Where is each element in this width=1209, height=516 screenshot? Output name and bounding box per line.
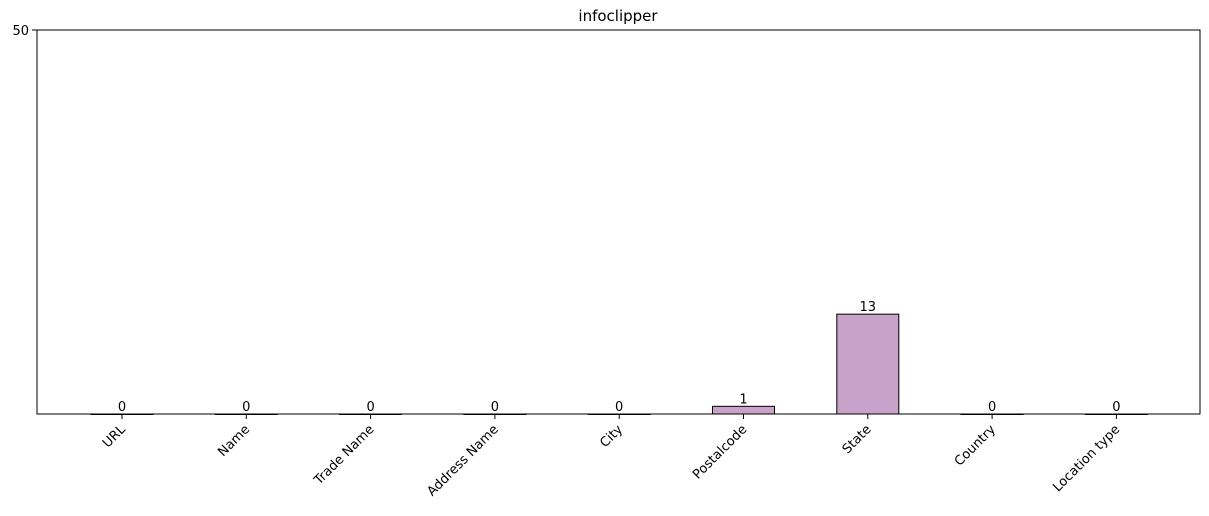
- x-tick-label: City: [597, 422, 626, 451]
- bar: [836, 313, 900, 415]
- y-tick-label: 50: [12, 24, 29, 39]
- data-label: 1: [739, 392, 747, 407]
- x-tick-label: Postalcode: [690, 422, 750, 482]
- y-axis: 50: [12, 24, 37, 39]
- data-label: 0: [366, 400, 374, 415]
- data-label: 0: [615, 400, 623, 415]
- x-tick-label: URL: [100, 422, 129, 451]
- bar: [712, 405, 775, 415]
- data-label: 13: [860, 300, 877, 315]
- x-tick-label: State: [840, 422, 875, 457]
- plot-frame: [36, 29, 1201, 415]
- x-tick-label: Trade Name: [311, 422, 378, 489]
- data-label: 0: [1112, 400, 1120, 415]
- data-label: 0: [491, 400, 499, 415]
- x-tick-label: Address Name: [424, 422, 501, 499]
- x-tick-label: Location type: [1050, 422, 1123, 495]
- data-label: 0: [242, 400, 250, 415]
- data-label: 0: [988, 400, 996, 415]
- data-label: 0: [118, 400, 126, 415]
- x-tick-label: Country: [952, 422, 999, 469]
- x-tick-label: Name: [215, 422, 253, 460]
- x-axis: URL Name Trade Name Address Name City Postalc…: [100, 414, 1123, 499]
- chart-title: infoclipper: [578, 7, 658, 25]
- data-labels-group: 0 0 0 0 0 1 13 0 0: [118, 300, 1121, 415]
